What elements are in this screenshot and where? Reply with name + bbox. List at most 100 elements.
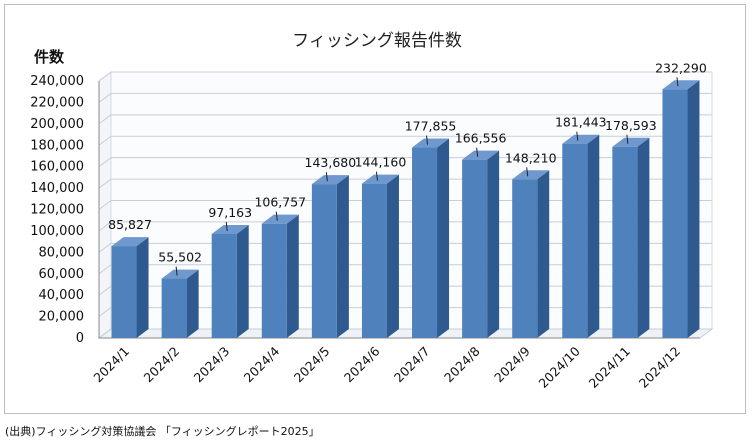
bar: [311, 184, 337, 338]
data-label-leader: [325, 172, 328, 182]
x-tick-label: 2024/10: [536, 343, 583, 390]
bar: [512, 179, 538, 338]
chart-title: フィッシング報告件数: [292, 31, 462, 51]
bar-top: [512, 170, 550, 180]
data-label: 144,160: [355, 155, 407, 170]
data-label-leader: [626, 134, 629, 144]
bar: [211, 233, 237, 338]
bar-side: [637, 137, 650, 338]
y-tick-label: 120,000: [30, 203, 84, 218]
x-tick-label: 2024/12: [636, 344, 683, 391]
bar: [361, 183, 387, 338]
data-label: 166,556: [455, 131, 507, 146]
y-axis-unit-label: 件数: [34, 48, 65, 66]
x-tick-label: 2024/4: [241, 343, 283, 385]
x-tick-label: 2024/8: [441, 343, 483, 385]
bar-top: [161, 269, 199, 279]
data-label: 106,757: [254, 195, 306, 210]
bar: [261, 223, 287, 338]
gridline-depth: [98, 135, 112, 146]
gridline-depth: [98, 221, 112, 232]
x-tick-label: 2024/9: [491, 343, 533, 385]
bar: [161, 278, 187, 338]
x-tick-label: 2024/3: [191, 344, 233, 386]
bar: [462, 159, 488, 338]
data-label: 148,210: [505, 150, 557, 165]
data-label-leader: [225, 221, 228, 232]
bars: [111, 80, 700, 338]
y-axis-ticks: 0 20,000 40,000 60,000 80,000 100,000 120,000 1…: [30, 74, 84, 346]
bar-side: [186, 269, 199, 338]
data-label-leader: [676, 77, 679, 87]
x-tick-label: 2024/7: [391, 344, 433, 386]
bar-side: [236, 224, 249, 338]
data-label: 55,502: [158, 250, 202, 265]
grid-lines: [98, 71, 712, 339]
y-tick-label: 200,000: [30, 117, 84, 132]
gridline-depth: [98, 114, 112, 125]
bar: [662, 89, 688, 338]
bar-side: [687, 80, 700, 338]
x-tick-label: 2024/6: [341, 343, 383, 385]
gridline-depth: [98, 328, 112, 339]
y-tick-label: 220,000: [30, 95, 84, 110]
bar-top: [261, 214, 299, 224]
bar-side: [336, 175, 349, 338]
bar-top: [211, 224, 249, 234]
axes: [98, 81, 700, 339]
data-label-leader: [476, 147, 479, 157]
bar: [562, 143, 588, 338]
gridline-depth: [98, 157, 112, 168]
bar-side: [386, 174, 399, 338]
gridline-depth: [98, 71, 112, 82]
bar: [412, 147, 438, 338]
x-tick-label: 2024/11: [586, 344, 633, 391]
gridline-depth: [98, 178, 112, 189]
gridline-depth: [98, 93, 112, 103]
data-label: 97,163: [208, 205, 252, 220]
x-tick-label: 2024/1: [90, 344, 132, 386]
bar-top: [361, 174, 399, 184]
y-tick-label: 240,000: [30, 74, 84, 89]
bar-side: [537, 170, 550, 338]
bar-top: [412, 138, 450, 148]
bar-top: [462, 150, 500, 160]
bar-top: [111, 237, 149, 247]
bar-top: [562, 134, 600, 144]
bar-top: [311, 175, 349, 185]
data-label-leader: [175, 266, 178, 276]
data-label: 143,680: [305, 155, 357, 170]
x-tick-label: 2024/5: [291, 344, 333, 386]
data-label: 178,593: [605, 118, 657, 133]
y-tick-label: 20,000: [39, 310, 85, 325]
data-label-leader: [576, 131, 579, 141]
bar-side: [437, 138, 450, 338]
y-tick-label: 100,000: [30, 224, 84, 239]
data-label-leader: [526, 167, 529, 177]
bar-side: [136, 237, 149, 338]
data-label: 85,827: [108, 217, 152, 232]
y-tick-label: 160,000: [30, 160, 84, 175]
gridline-depth: [98, 307, 112, 317]
data-label: 232,290: [655, 60, 707, 75]
y-tick-label: 60,000: [39, 267, 85, 282]
bar: [612, 146, 638, 338]
y-tick-label: 40,000: [39, 288, 85, 303]
y-tick-label: 0: [76, 331, 84, 346]
bar-top: [662, 80, 700, 90]
data-label-leader: [426, 135, 429, 145]
data-label-leader: [275, 211, 278, 221]
y-tick-label: 140,000: [30, 181, 84, 196]
gridline-depth: [98, 242, 112, 253]
y-tick-label: 80,000: [39, 245, 85, 260]
data-label: 177,855: [405, 119, 457, 134]
data-label-leader: [375, 171, 378, 181]
x-axis-labels: 2024/1 2024/2 2024/3 2024/4 2024/5 2024/6 2024…: [90, 343, 683, 390]
gridline-depth: [98, 200, 112, 210]
data-label: 181,443: [555, 115, 607, 130]
bar: [111, 246, 137, 338]
bar-side: [487, 150, 500, 338]
